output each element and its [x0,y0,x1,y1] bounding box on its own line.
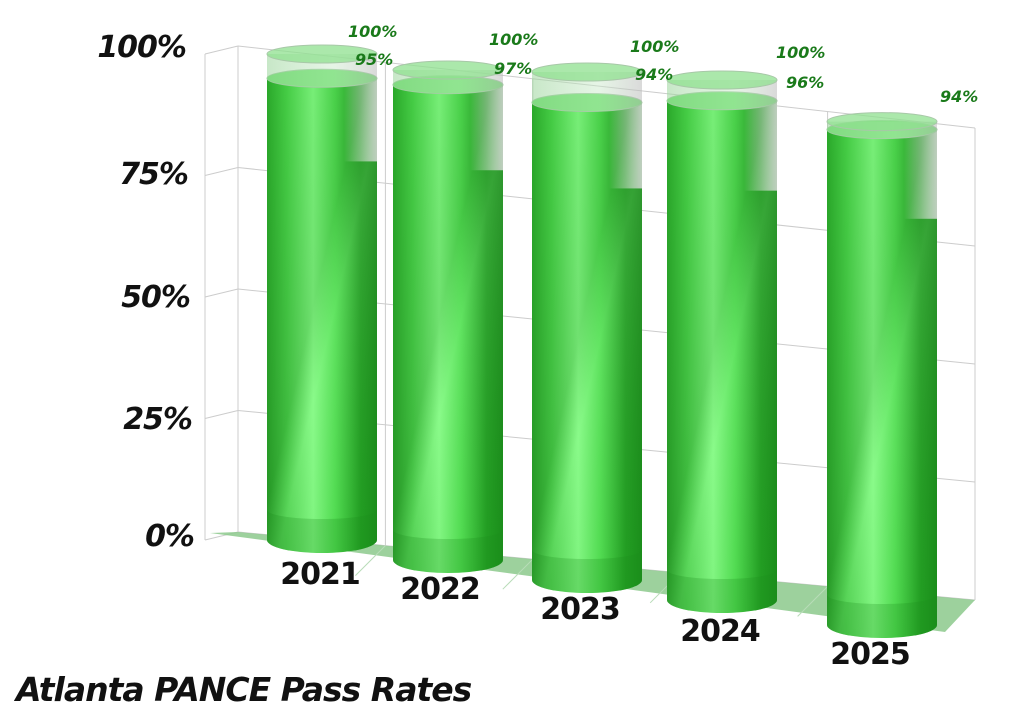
bar-2025 [826,112,938,638]
y-tick-label: 100% [97,30,187,65]
x-tick-label: 2021 [280,557,361,592]
bars [266,44,938,638]
data-label-target: 100% [776,43,826,62]
bar-2022 [392,60,504,573]
x-tick-label: 2022 [400,572,481,607]
x-tick-label: 2023 [540,592,621,627]
y-tick-label: 75% [119,157,189,192]
bar-2024 [666,70,778,614]
data-label-pass-rate: 95% [355,50,394,69]
data-label-pass-rate: 94% [940,87,979,106]
data-label-target: 100% [348,22,398,41]
y-tick-label: 50% [121,280,191,315]
chart-title: Atlanta PANCE Pass Rates [16,670,472,709]
x-tick-label: 2025 [830,637,911,672]
data-label-target: 100% [630,37,680,56]
y-tick-label: 25% [123,402,193,437]
data-label-pass-rate: 94% [635,65,674,84]
data-label-target: 100% [489,30,539,49]
data-label-pass-rate: 97% [494,59,533,78]
bar-2021 [266,44,378,554]
bar-2023 [531,62,643,593]
y-tick-label: 0% [145,519,195,554]
data-label-pass-rate: 96% [786,73,825,92]
x-tick-label: 2024 [680,614,761,649]
